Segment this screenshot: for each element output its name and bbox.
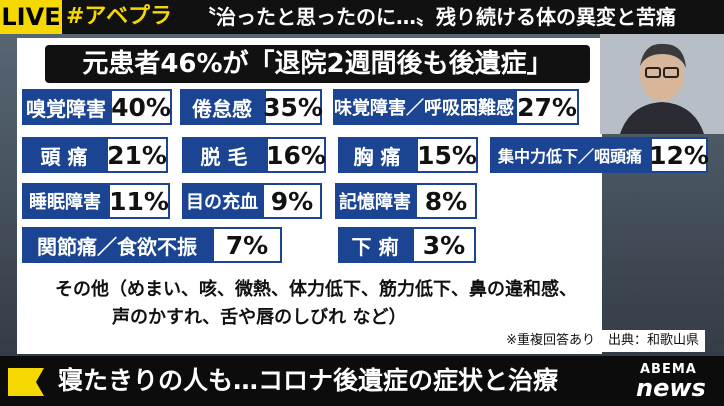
symptom-label: 記憶障害 bbox=[335, 183, 415, 219]
symptom-label: 集中力低下／咽頭痛 bbox=[490, 137, 650, 173]
symptom-percent: 11% bbox=[108, 183, 170, 219]
hair bbox=[640, 43, 686, 68]
caption: 寝たきりの人も…コロナ後遺症の症状と治療 bbox=[58, 366, 559, 395]
symptom-percent: 7% bbox=[212, 227, 282, 263]
live-badge: LIVE bbox=[0, 0, 62, 34]
glasses-right bbox=[663, 67, 679, 78]
symptom-label: 頭 痛 bbox=[22, 137, 106, 173]
caption-bar bbox=[0, 356, 724, 406]
symptom-label: 下 痢 bbox=[338, 227, 412, 263]
symptom-percent: 12% bbox=[649, 137, 709, 173]
symptom-percent: 35% bbox=[263, 89, 323, 125]
flag-shape bbox=[8, 368, 44, 396]
symptom-label: 胸 痛 bbox=[338, 137, 416, 173]
glasses-left bbox=[645, 67, 661, 78]
hashtag: #アベプラ bbox=[66, 4, 172, 29]
source-note: ※重複回答あり 出典：和歌山県 bbox=[455, 330, 705, 352]
shoulders bbox=[620, 102, 704, 134]
symptom-label: 倦怠感 bbox=[180, 89, 264, 125]
symptom-percent: 40% bbox=[110, 89, 172, 125]
other-symptoms: その他（めまい、咳、微熱、体力低下、筋力低下、鼻の違和感、 bbox=[55, 279, 577, 300]
symptom-label: 嗅覚障害 bbox=[22, 89, 110, 125]
symptom-percent: 9% bbox=[262, 183, 322, 219]
other-symptoms: 声のかすれ、舌や唇のしびれ など） bbox=[112, 307, 407, 328]
symptom-label: 目の充血 bbox=[182, 183, 262, 219]
symptom-label: 睡眠障害 bbox=[22, 183, 108, 219]
symptom-percent: 15% bbox=[416, 137, 478, 173]
board-title: 元患者46%が「退院2週間後も後遺症」 bbox=[45, 45, 590, 83]
logo-brand: ABEMA bbox=[640, 362, 697, 377]
commentator-video bbox=[600, 34, 724, 134]
commentator-figure bbox=[600, 34, 724, 134]
symptom-percent: 8% bbox=[415, 183, 477, 219]
headline: 〝治ったと思ったのに…〟残り続ける体の異変と苦痛 bbox=[196, 5, 676, 29]
caption-flag bbox=[8, 368, 44, 396]
symptom-percent: 3% bbox=[412, 227, 476, 263]
top-bar bbox=[0, 0, 724, 34]
face bbox=[640, 47, 684, 101]
symptom-percent: 27% bbox=[515, 89, 579, 125]
symptom-label: 関節痛／食欲不振 bbox=[22, 227, 212, 263]
logo-name: news bbox=[636, 374, 706, 402]
symptom-percent: 16% bbox=[266, 137, 326, 173]
symptom-label: 脱 毛 bbox=[182, 137, 266, 173]
symptom-percent: 21% bbox=[106, 137, 168, 173]
symptom-label: 味覚障害／呼吸困難感 bbox=[333, 89, 515, 125]
